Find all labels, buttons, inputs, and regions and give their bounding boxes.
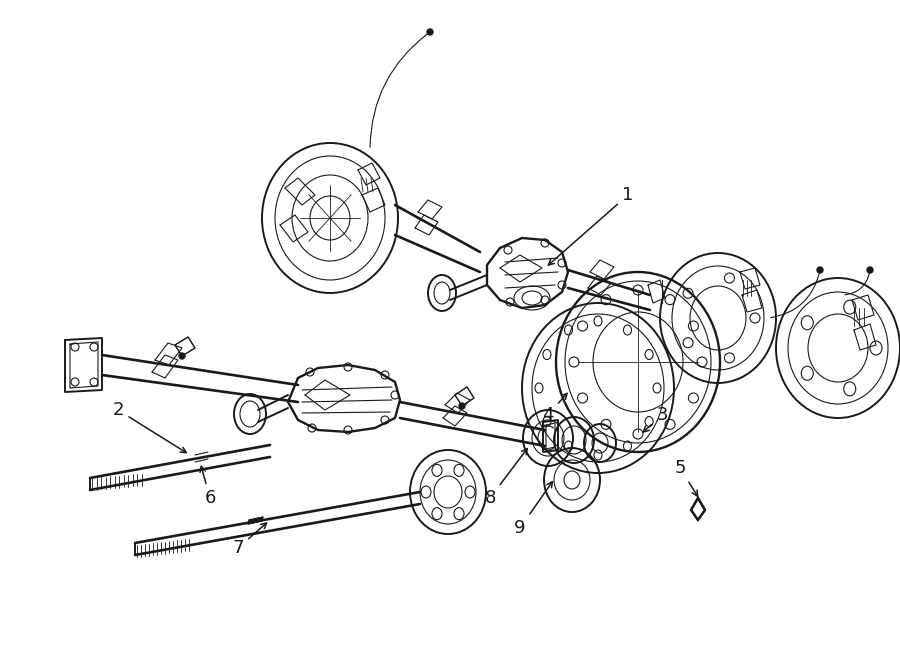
Text: 7: 7: [232, 523, 266, 557]
Circle shape: [459, 403, 465, 409]
Text: 1: 1: [548, 186, 634, 265]
Circle shape: [427, 29, 433, 35]
Text: 4: 4: [542, 393, 567, 424]
Polygon shape: [455, 387, 474, 406]
Text: 3: 3: [644, 406, 668, 432]
Circle shape: [179, 353, 185, 359]
Text: 2: 2: [112, 401, 186, 453]
Text: 5: 5: [674, 459, 698, 496]
Circle shape: [817, 267, 823, 273]
Polygon shape: [175, 337, 195, 356]
Polygon shape: [691, 498, 705, 520]
Polygon shape: [248, 517, 263, 524]
Circle shape: [867, 267, 873, 273]
Text: 8: 8: [484, 449, 527, 507]
Text: 6: 6: [200, 466, 216, 507]
Text: 9: 9: [514, 482, 553, 537]
